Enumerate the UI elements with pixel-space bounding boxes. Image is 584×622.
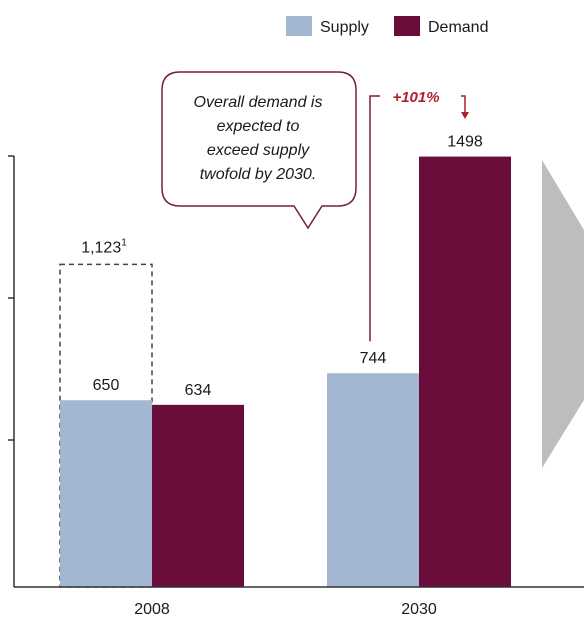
bar-demand-2008	[152, 404, 244, 587]
x-tick-label-2008: 2008	[134, 601, 170, 618]
bar-demand-2030	[419, 156, 511, 588]
legend-label-supply: Supply	[320, 19, 369, 36]
x-tick-label-2030: 2030	[401, 601, 437, 618]
legend-label-demand: Demand	[428, 19, 488, 36]
growth-arrow-head-icon	[461, 112, 469, 119]
growth-label: +101%	[392, 89, 439, 106]
bar-supply-2030	[327, 373, 419, 587]
legend: Supply Demand	[286, 16, 488, 36]
callout-bubble	[161, 71, 357, 230]
data-label-supply-2030: 744	[360, 350, 387, 367]
growth-bracket-arrow	[461, 95, 466, 114]
chevron-arrow-icon	[542, 160, 584, 468]
callout-line-3: exceed supply	[207, 142, 310, 159]
callout-line-2: expected to	[217, 118, 300, 135]
growth-bracket	[369, 95, 380, 342]
bar-supply-2008	[60, 400, 152, 587]
overlay-value-label: 1,1231	[81, 237, 127, 256]
callout: Overall demand is expected to exceed sup…	[161, 71, 357, 230]
data-label-demand-2030: 1498	[447, 134, 483, 151]
legend-swatch-supply	[286, 16, 312, 36]
callout-line-1: Overall demand is	[194, 94, 323, 111]
bar-marks: 1,1231 650 744 634 1498 +101%	[59, 89, 511, 588]
callout-line-4: twofold by 2030.	[200, 166, 317, 183]
data-label-demand-2008: 634	[185, 382, 212, 399]
y-axis	[8, 155, 15, 587]
data-label-supply-2008: 650	[93, 377, 120, 394]
legend-swatch-demand	[394, 16, 420, 36]
